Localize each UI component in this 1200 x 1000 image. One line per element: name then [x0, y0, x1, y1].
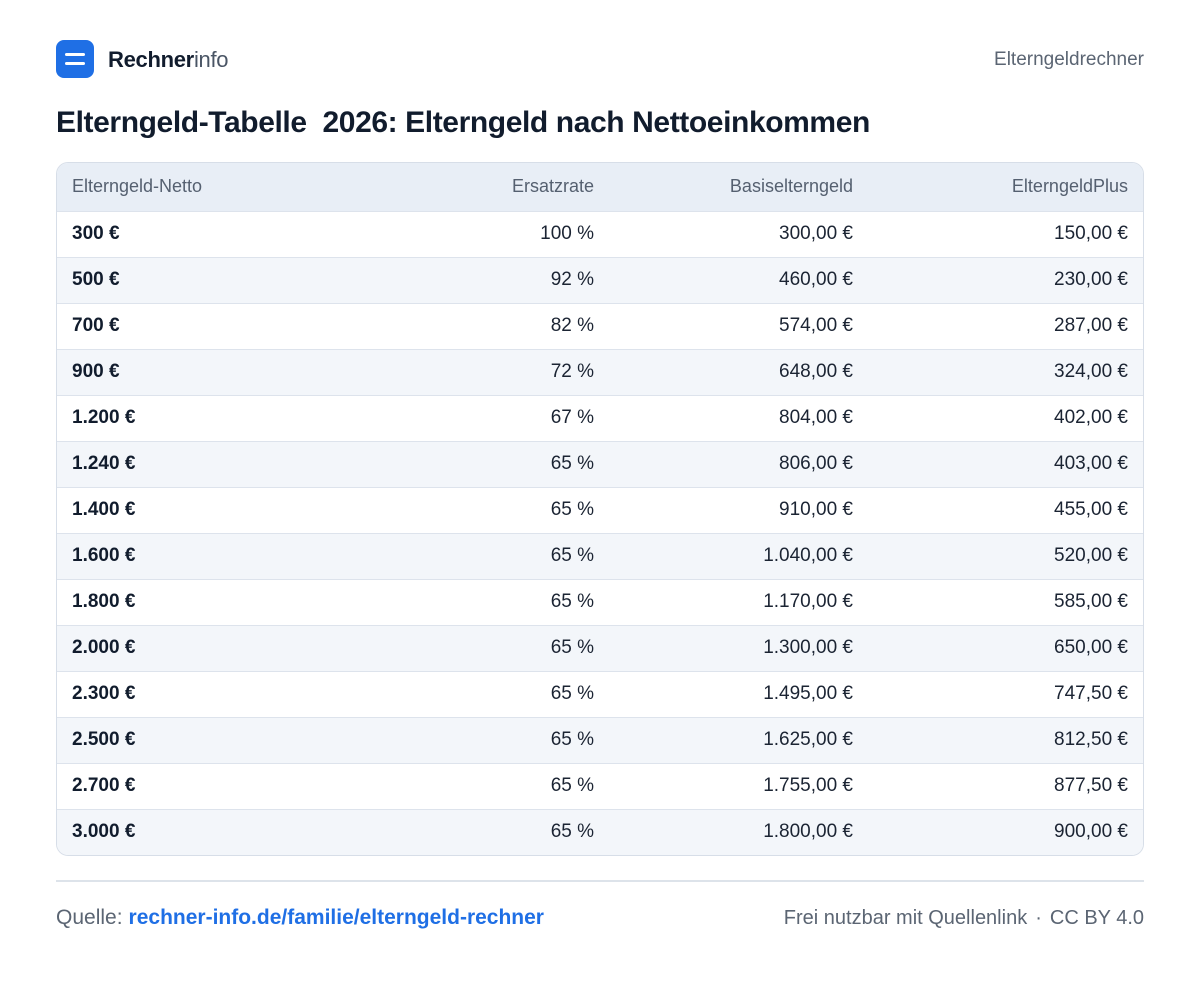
cell-ersatzrate: 65 %: [550, 637, 594, 658]
table-row: 1.200 € 67 % 804,00 € 402,00 €: [57, 395, 1143, 441]
license-text: Frei nutzbar mit Quellenlink: [783, 907, 1028, 929]
cell-elterngeldplus: 455,00 €: [1054, 499, 1128, 520]
column-header-netto: Elterngeld-Netto: [72, 176, 203, 197]
cell-elterngeldplus: 402,00 €: [1054, 407, 1128, 428]
cell-netto: 300 €: [72, 223, 120, 244]
cell-ersatzrate: 72 %: [550, 361, 594, 382]
cell-ersatzrate: 92 %: [550, 269, 594, 290]
cell-ersatzrate: 65 %: [550, 545, 594, 566]
table-row: 2.700 € 65 % 1.755,00 € 877,50 €: [57, 763, 1143, 809]
cell-netto: 700 €: [72, 315, 120, 336]
cell-elterngeldplus: 150,00 €: [1054, 223, 1128, 244]
table-row: 2.500 € 65 % 1.625,00 € 812,50 €: [57, 717, 1143, 763]
table-row: 500 € 92 % 460,00 € 230,00 €: [57, 257, 1143, 303]
cell-basiselterngeld: 460,00 €: [779, 269, 853, 290]
cell-ersatzrate: 65 %: [550, 499, 594, 520]
license-separator: ·: [1035, 907, 1042, 929]
table-header-row: Elterngeld-Netto Ersatzrate Basiselterng…: [57, 163, 1143, 211]
source-line: Quelle: rechner-info.de/familie/elterngel…: [56, 906, 544, 930]
header-category-link[interactable]: Elterngeldrechner: [994, 49, 1144, 70]
cell-elterngeldplus: 585,00 €: [1054, 591, 1128, 612]
cell-elterngeldplus: 287,00 €: [1054, 315, 1128, 336]
site-header: Rechnerinfo Elterngeldrechner: [56, 40, 1144, 78]
table-row: 1.600 € 65 % 1.040,00 € 520,00 €: [57, 533, 1143, 579]
cell-netto: 3.000 €: [72, 821, 136, 843]
license-line: Frei nutzbar mit Quellenlink · CC BY 4.0: [784, 907, 1144, 930]
cell-elterngeldplus: 747,50 €: [1054, 683, 1128, 704]
cell-basiselterngeld: 1.495,00 €: [763, 683, 853, 704]
cell-ersatzrate: 65 %: [550, 729, 594, 750]
cell-ersatzrate: 65 %: [550, 683, 594, 704]
cell-netto: 2.000 €: [72, 637, 136, 658]
cell-basiselterngeld: 804,00 €: [779, 407, 853, 428]
cell-elterngeldplus: 900,00 €: [1054, 821, 1128, 843]
cell-ersatzrate: 65 %: [550, 453, 594, 474]
cell-ersatzrate: 100 %: [540, 223, 594, 244]
cell-basiselterngeld: 300,00 €: [779, 223, 853, 244]
table-row: 700 € 82 % 574,00 € 287,00 €: [57, 303, 1143, 349]
column-header-ersatzrate: Ersatzrate: [511, 176, 594, 197]
table-row: 1.400 € 65 % 910,00 € 455,00 €: [57, 487, 1143, 533]
cell-basiselterngeld: 910,00 €: [779, 499, 853, 520]
cell-basiselterngeld: 1.300,00 €: [763, 637, 853, 658]
cell-netto: 900 €: [72, 361, 120, 382]
source-link[interactable]: rechner-info.de/familie/elterngeld-rechn…: [128, 906, 544, 929]
elterngeld-table: Elterngeld-Netto Ersatzrate Basiselterng…: [56, 162, 1144, 856]
cell-basiselterngeld: 806,00 €: [779, 453, 853, 474]
rechnerinfo-logo-icon[interactable]: [56, 40, 94, 78]
cell-elterngeldplus: 403,00 €: [1054, 453, 1128, 474]
brand-name-bold: Rechner: [108, 47, 194, 72]
cell-ersatzrate: 67 %: [550, 407, 594, 428]
cell-basiselterngeld: 1.040,00 €: [763, 545, 853, 566]
cell-netto: 2.300 €: [72, 683, 136, 704]
cell-elterngeldplus: 324,00 €: [1054, 361, 1128, 382]
cell-elterngeldplus: 812,50 €: [1054, 729, 1128, 750]
footer-divider: [56, 880, 1144, 882]
cell-netto: 1.200 €: [72, 407, 136, 428]
column-header-basiselterngeld: Basiselterngeld: [729, 176, 853, 197]
cell-basiselterngeld: 574,00 €: [779, 315, 853, 336]
page-title: Elterngeld-Tabelle 2026: Elterngeld nach…: [56, 106, 870, 139]
cell-netto: 2.500 €: [72, 729, 136, 750]
cell-basiselterngeld: 1.755,00 €: [763, 775, 853, 796]
cell-elterngeldplus: 877,50 €: [1054, 775, 1128, 796]
table-row: 1.240 € 65 % 806,00 € 403,00 €: [57, 441, 1143, 487]
table-row: 900 € 72 % 648,00 € 324,00 €: [57, 349, 1143, 395]
cell-ersatzrate: 82 %: [550, 315, 594, 336]
cell-netto: 1.240 €: [72, 453, 136, 474]
table-row: 2.000 € 65 % 1.300,00 € 650,00 €: [57, 625, 1143, 671]
cell-basiselterngeld: 1.170,00 €: [763, 591, 853, 612]
cell-basiselterngeld: 1.800,00 €: [763, 821, 853, 843]
cell-netto: 1.400 €: [72, 499, 136, 520]
cell-elterngeldplus: 650,00 €: [1054, 637, 1128, 658]
license-name: CC BY 4.0: [1049, 907, 1144, 929]
table-row: 2.300 € 65 % 1.495,00 € 747,50 €: [57, 671, 1143, 717]
table-row: 3.000 € 65 % 1.800,00 € 900,00 €: [57, 809, 1143, 855]
cell-ersatzrate: 65 %: [550, 821, 594, 843]
cell-netto: 2.700 €: [72, 775, 136, 796]
brand-name-light: info: [193, 47, 229, 72]
cell-ersatzrate: 65 %: [550, 591, 594, 612]
table-row: 300 € 100 % 300,00 € 150,00 €: [57, 211, 1143, 257]
column-header-elterngeldplus: ElterngeldPlus: [1011, 176, 1128, 197]
cell-elterngeldplus: 230,00 €: [1054, 269, 1128, 290]
cell-elterngeldplus: 520,00 €: [1054, 545, 1128, 566]
source-label: Quelle:: [56, 906, 123, 929]
brand-name[interactable]: Rechnerinfo: [108, 47, 229, 73]
table-row: 1.800 € 65 % 1.170,00 € 585,00 €: [57, 579, 1143, 625]
cell-basiselterngeld: 648,00 €: [779, 361, 853, 382]
cell-basiselterngeld: 1.625,00 €: [763, 729, 853, 750]
cell-netto: 1.600 €: [72, 545, 136, 566]
cell-ersatzrate: 65 %: [550, 775, 594, 796]
cell-netto: 500 €: [72, 269, 120, 290]
cell-netto: 1.800 €: [72, 591, 136, 612]
